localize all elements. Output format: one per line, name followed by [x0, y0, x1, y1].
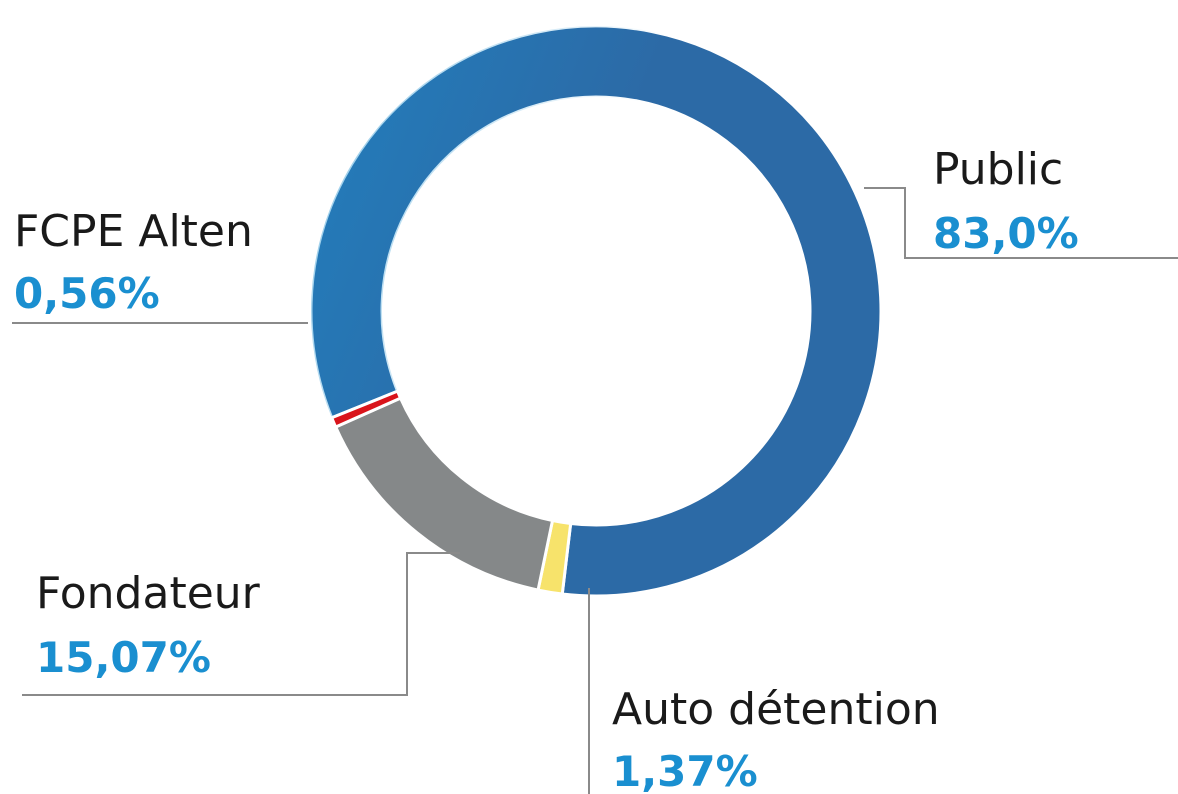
donut-slice: [329, 389, 403, 429]
label-name: FCPE Alten: [14, 206, 253, 257]
label-name: Auto détention: [612, 684, 940, 735]
label-name: Fondateur: [36, 568, 261, 619]
leader-line: [22, 552, 460, 696]
label-value: 15,07%: [36, 633, 211, 682]
label-name: Public: [933, 144, 1063, 195]
donut-slice: [333, 396, 555, 592]
label-value: 0,56%: [14, 269, 160, 318]
leader-line: [864, 187, 1178, 259]
label-value: 83,0%: [933, 209, 1079, 258]
label-value: 1,37%: [612, 747, 758, 794]
